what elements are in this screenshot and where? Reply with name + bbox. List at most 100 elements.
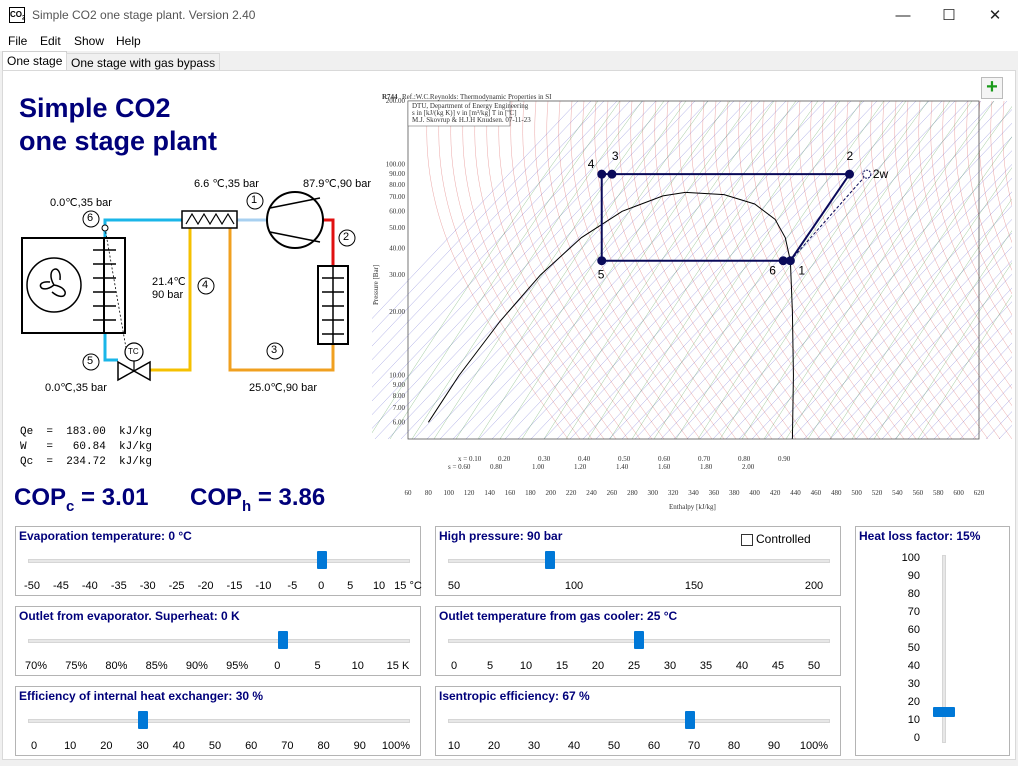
volume-label: 1.20 [574, 463, 587, 471]
isentrope-line [751, 164, 1012, 440]
isentrope-line [569, 100, 891, 440]
node-5: 5 [87, 355, 94, 367]
y-tick-label: 9.00 [393, 381, 406, 389]
ph-chart[interactable]: 1 2 2w 3 4 5 6 60 80 100 120 140 160 180 200 220 240 260… [372, 90, 1012, 520]
chart-dome [427, 191, 794, 440]
menu-file[interactable]: File [8, 34, 28, 48]
quality-label: 0.30 [538, 455, 551, 463]
heat-loss-tick-label: 70 [907, 606, 920, 618]
menu-show[interactable]: Show [74, 34, 105, 48]
tab-one-stage[interactable]: One stage [2, 51, 68, 72]
isotherm-line [894, 100, 1012, 406]
gas-cooler-thumb[interactable] [634, 631, 644, 649]
isotherm-line [810, 100, 953, 440]
isochore-line [917, 294, 1012, 440]
isotherm-line [618, 100, 761, 440]
high-pressure-thumb[interactable] [544, 551, 555, 569]
x-tick-label: 120 [464, 489, 475, 497]
heat-loss-tick-label: 50 [907, 642, 920, 654]
high-pressure-track[interactable] [448, 559, 830, 563]
menu-edit[interactable]: Edit [40, 34, 61, 48]
x-tick-label: 500 [851, 489, 862, 497]
quality-label: x = 0.10 [458, 455, 482, 463]
state-4-pressure: 90 bar [152, 289, 184, 301]
superheat-tick-label: 80% [105, 660, 128, 672]
x-tick-label: 260 [607, 489, 618, 497]
heat-loss-tick-label: 10 [907, 714, 920, 726]
evap-temp-thumb[interactable] [316, 551, 327, 569]
ihx-thumb[interactable] [137, 711, 148, 729]
ihx-tick-label: 40 [172, 740, 185, 752]
menu-help[interactable]: Help [116, 34, 141, 48]
isentrope-line [868, 287, 1012, 440]
cop-heating: COPh = 3.86 [190, 484, 326, 515]
ihx-track[interactable] [28, 719, 410, 723]
add-button[interactable]: + [981, 77, 1003, 99]
expansion-valve-icon [117, 360, 136, 382]
isochore-line [411, 100, 643, 440]
gas-cooler-tick-label: 20 [591, 660, 605, 672]
isentropic-thumb[interactable] [684, 711, 695, 729]
controlled-checkbox[interactable] [741, 534, 753, 546]
ihx-tick-label: 0 [30, 740, 38, 752]
superheat-track[interactable] [28, 639, 410, 643]
x-tick-label: 100 [444, 489, 455, 497]
heat-loss-thumb[interactable] [933, 707, 955, 717]
isotherm-line [918, 100, 1012, 372]
cycle-point-label: 1 [798, 264, 805, 278]
superheat-title: Outlet from evaporator. Superheat: 0 K [19, 609, 240, 623]
isentrope-line [372, 100, 579, 319]
isotherm-line [642, 100, 785, 440]
isotherm-line [786, 100, 929, 440]
isentrope-line [660, 100, 982, 440]
high-pressure-tick-label: 100 [564, 580, 584, 592]
isotherm-line [462, 100, 605, 440]
x-tick-label: 200 [546, 489, 557, 497]
isochore-line [477, 100, 709, 440]
isentrope-line [686, 100, 1008, 440]
superheat-tick-label: 5 [314, 660, 321, 672]
isotherm-line [582, 100, 725, 440]
close-icon[interactable]: ✕ [988, 7, 1002, 24]
isotherm-line [858, 100, 1001, 440]
evap-temp-track[interactable] [28, 559, 410, 563]
isentrope-line [439, 100, 761, 440]
isentrope-line [372, 100, 683, 429]
isotherm-line [666, 100, 809, 440]
chart-axes: 60 80 100 120 140 160 180 200 220 240 260 280 300 320… [386, 97, 985, 497]
minimize-icon[interactable]: — [895, 7, 911, 24]
state-2-label: 87.9℃,90 bar [303, 178, 372, 190]
title-line-1: Simple CO2 [19, 93, 171, 123]
superheat-thumb[interactable] [277, 631, 288, 649]
volume-label: 0.80 [490, 463, 503, 471]
isentropic-track[interactable] [448, 719, 830, 723]
co2-app-icon: CO2 [9, 7, 25, 23]
isochore-line [741, 100, 973, 440]
isochore-line [763, 100, 995, 440]
isochore-line [873, 230, 1012, 440]
state-1-label: 6.6 ℃,35 bar [194, 178, 259, 190]
w-result: W = 60.84 kJ/kg [20, 441, 153, 453]
heat-loss-tick-label: 20 [907, 696, 920, 708]
tab-gas-bypass[interactable]: One stage with gas bypass [66, 53, 221, 71]
isotherm-line [966, 100, 1012, 295]
isotherm-line [510, 100, 653, 440]
isotherm-line [738, 100, 881, 440]
chart-xlabel: Enthalpy [kJ/kg] [669, 503, 716, 511]
maximize-icon[interactable]: ☐ [942, 7, 956, 24]
evap-temp-tick-label: -10 [255, 580, 272, 592]
cop-cooling: COPc = 3.01 [14, 484, 149, 515]
superheat-tick-label: 75% [65, 660, 88, 672]
y-tick-label: 70.00 [389, 193, 405, 201]
heat-exchanger-icon [181, 210, 238, 229]
cycle-point [785, 256, 795, 266]
evap-temp-tick-label: -25 [168, 580, 185, 592]
isentrope-line [764, 177, 1012, 440]
isentropic-title: Isentropic efficiency: 67 % [439, 689, 590, 703]
heat-loss-track[interactable] [942, 555, 946, 743]
isochore-line [697, 100, 929, 440]
evap-temp-tick-label: -40 [81, 580, 98, 592]
isentrope-line [894, 315, 1012, 440]
isentrope-line [543, 100, 865, 440]
isotherm-line [534, 100, 677, 440]
